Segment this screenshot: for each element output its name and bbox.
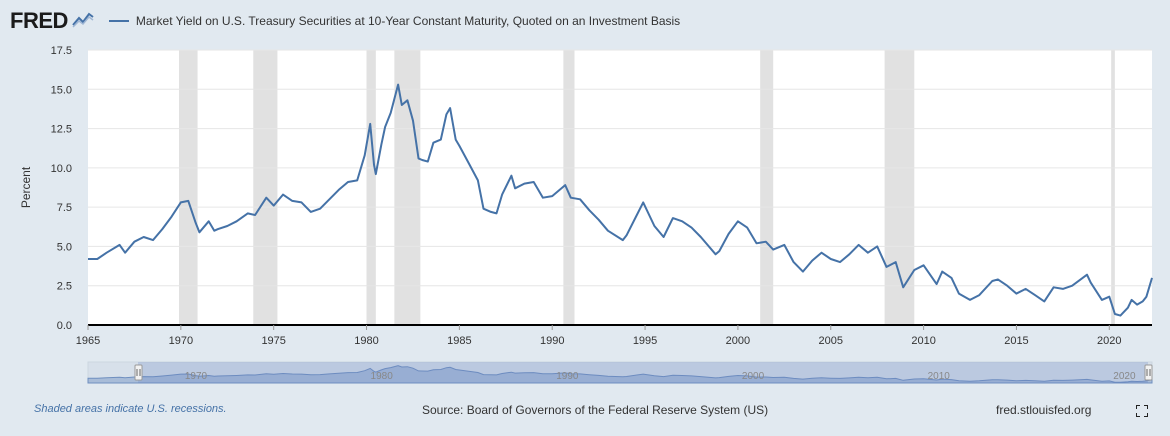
fred-logo[interactable]: FRED bbox=[10, 8, 68, 33]
navigator: 1970 1980 1990 2000 2010 2020 bbox=[87, 361, 1153, 384]
plot-background bbox=[88, 50, 1152, 325]
navigator-label: 1970 bbox=[185, 371, 208, 382]
x-tick-label: 1995 bbox=[633, 335, 657, 347]
y-tick-label: 0.0 bbox=[57, 320, 72, 332]
recession-band bbox=[760, 50, 774, 325]
fred-graph-icon bbox=[70, 9, 95, 33]
navigator-area bbox=[87, 365, 1153, 384]
site-link[interactable]: fred.stlouisfed.org bbox=[996, 403, 1092, 417]
x-tick-label: 1965 bbox=[76, 335, 100, 347]
fullscreen-icon[interactable] bbox=[1135, 404, 1149, 418]
recession-band bbox=[1111, 50, 1115, 325]
navigator-label: 1980 bbox=[371, 371, 394, 382]
x-tick-label: 1970 bbox=[169, 335, 193, 347]
chart-header: FRED Market Yield on U.S. Treasury Secur… bbox=[10, 6, 680, 36]
navigator-label: 2010 bbox=[928, 371, 951, 382]
source-text[interactable]: Source: Board of Governors of the Federa… bbox=[422, 403, 769, 417]
recession-band bbox=[884, 50, 915, 325]
y-tick-label: 5.0 bbox=[57, 241, 72, 253]
recession-band bbox=[253, 50, 278, 325]
x-tick-label: 2020 bbox=[1097, 335, 1121, 347]
x-tick-label: 2000 bbox=[726, 335, 750, 347]
navigator-handle-icon[interactable] bbox=[1144, 364, 1153, 381]
x-tick-label: 2005 bbox=[819, 335, 843, 347]
y-tick-label: 7.5 bbox=[57, 202, 72, 214]
y-axis-label: Percent bbox=[19, 166, 33, 208]
navigator-handle-icon[interactable] bbox=[134, 364, 143, 381]
series-line bbox=[88, 83, 1153, 317]
recession-band bbox=[394, 50, 421, 325]
x-tick-label: 1975 bbox=[261, 335, 285, 347]
recession-band bbox=[178, 50, 198, 325]
y-tick-label: 10.0 bbox=[51, 163, 72, 175]
recession-band bbox=[563, 50, 575, 325]
y-tick-label: 15.0 bbox=[51, 84, 72, 96]
navigator-selection bbox=[138, 362, 1148, 383]
navigator-label: 1990 bbox=[556, 371, 579, 382]
navigator-label: 2000 bbox=[742, 371, 765, 382]
x-tick-label: 1985 bbox=[447, 335, 471, 347]
legend-swatch bbox=[108, 20, 129, 22]
y-tick-label: 2.5 bbox=[57, 281, 72, 293]
legend-label: Market Yield on U.S. Treasury Securities… bbox=[135, 14, 681, 28]
recession-band bbox=[366, 50, 376, 325]
x-tick-label: 2015 bbox=[1004, 335, 1028, 347]
x-tick-label: 1980 bbox=[354, 335, 378, 347]
y-tick-label: 12.5 bbox=[51, 124, 72, 136]
navigator-label: 2020 bbox=[1113, 371, 1136, 382]
recession-note: Shaded areas indicate U.S. recessions. bbox=[34, 403, 227, 415]
x-tick-label: 2010 bbox=[911, 335, 935, 347]
y-tick-label: 17.5 bbox=[51, 45, 72, 57]
x-tick-label: 1990 bbox=[540, 335, 564, 347]
